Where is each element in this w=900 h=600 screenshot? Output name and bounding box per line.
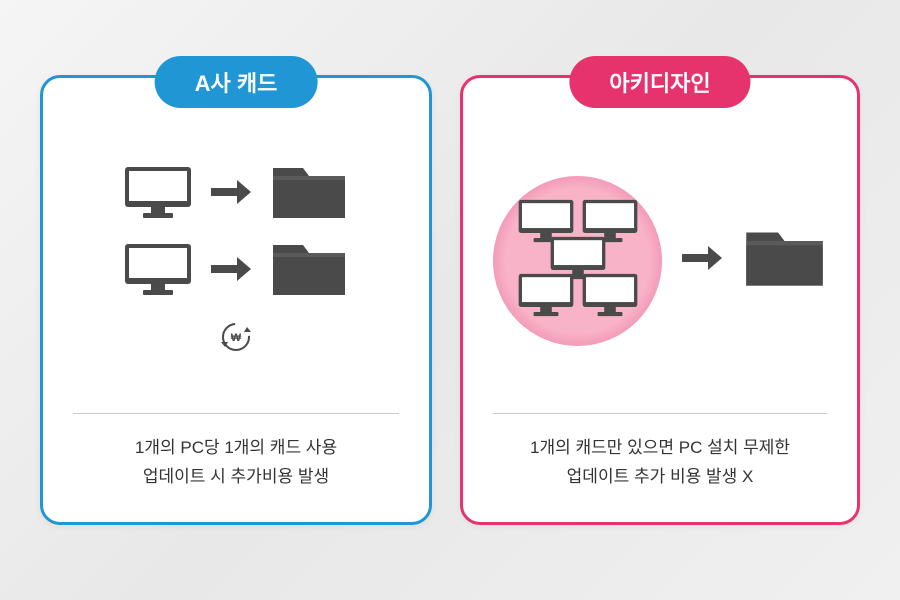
divider — [493, 413, 827, 414]
folder-icon — [269, 162, 349, 227]
desc-line: 업데이트 추가 비용 발생 X — [530, 463, 790, 492]
row-2 — [123, 239, 349, 304]
monitor-icon — [123, 165, 193, 225]
folder-icon — [742, 226, 827, 295]
badge-product: 아키디자인 — [569, 56, 750, 108]
monitor-icon — [123, 242, 193, 302]
desc-right: 1개의 캐드만 있으면 PC 설치 무제한 업데이트 추가 비용 발생 X — [530, 434, 790, 492]
card-product: 아키디자인 — [460, 75, 860, 525]
monitor-icon — [581, 272, 639, 323]
divider — [73, 413, 399, 414]
desc-line: 1개의 PC당 1개의 캐드 사용 — [135, 434, 337, 463]
monitor-icon — [517, 272, 575, 323]
desc-line: 업데이트 시 추가비용 발생 — [135, 463, 337, 492]
illustration-left: ₩ — [73, 78, 399, 403]
illustration-right — [493, 78, 827, 403]
svg-text:₩: ₩ — [231, 332, 242, 344]
row-1 — [123, 162, 349, 227]
card-competitor: A사 캐드 — [40, 75, 432, 525]
arrow-right-icon — [211, 257, 251, 286]
cluster-row — [493, 176, 827, 346]
arrow-right-icon — [211, 180, 251, 209]
badge-competitor: A사 캐드 — [155, 56, 318, 108]
arrow-right-icon — [682, 246, 722, 275]
monitor-cluster-circle — [493, 176, 662, 346]
desc-line: 1개의 캐드만 있으면 PC 설치 무제한 — [530, 434, 790, 463]
won-refresh-icon: ₩ — [219, 320, 253, 359]
desc-left: 1개의 PC당 1개의 캐드 사용 업데이트 시 추가비용 발생 — [135, 434, 337, 492]
folder-icon — [269, 239, 349, 304]
